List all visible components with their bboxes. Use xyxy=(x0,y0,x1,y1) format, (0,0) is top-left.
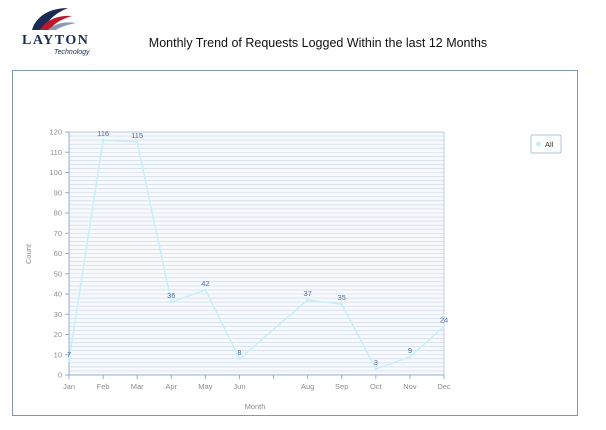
data-label: 42 xyxy=(201,279,209,288)
y-tick-label: 20 xyxy=(54,330,62,339)
y-tick-label: 110 xyxy=(50,148,62,157)
data-point xyxy=(169,300,173,304)
data-label: 37 xyxy=(303,289,311,298)
y-tick-label: 10 xyxy=(54,350,62,359)
x-tick-label: Oct xyxy=(370,382,383,391)
x-tick-label: Dec xyxy=(437,382,451,391)
x-tick-label: Aug xyxy=(301,382,314,391)
data-label: 115 xyxy=(131,131,143,140)
data-label: 24 xyxy=(440,315,448,324)
data-label: 9 xyxy=(408,346,412,355)
y-tick-label: 100 xyxy=(49,168,62,177)
report-title: Monthly Trend of Requests Logged Within … xyxy=(148,36,488,50)
y-tick-label: 60 xyxy=(54,249,62,258)
data-point xyxy=(203,288,207,292)
chart-frame: 0 10 20 30 40 50 60 70 80 90 100 110 120 Jan Feb Mar Ap… xyxy=(12,70,578,416)
layton-logo: LAYTON Technology xyxy=(10,4,100,56)
x-tick-label: May xyxy=(198,382,212,391)
data-label: 3 xyxy=(374,358,378,367)
x-tick-label: Jan xyxy=(63,382,75,391)
x-tick-label: Sep xyxy=(335,382,348,391)
x-tick-label: Jun xyxy=(233,382,245,391)
y-tick-label: 120 xyxy=(49,128,62,137)
y-axis-ticks: 0 10 20 30 40 50 60 70 80 90 100 110 120 xyxy=(49,128,69,380)
logo-tagline: Technology xyxy=(54,49,90,56)
y-tick-label: 0 xyxy=(58,371,62,380)
data-point xyxy=(135,140,139,144)
y-tick-label: 30 xyxy=(54,310,62,319)
y-tick-label: 80 xyxy=(54,209,62,218)
y-tick-label: 50 xyxy=(54,269,62,278)
logo-wordmark: LAYTON xyxy=(22,33,90,48)
x-tick-label: Feb xyxy=(97,382,110,391)
data-point xyxy=(408,355,412,359)
legend-marker xyxy=(535,141,542,147)
y-tick-label: 40 xyxy=(54,290,62,299)
y-tick-label: 90 xyxy=(54,188,62,197)
x-tick-label: Apr xyxy=(165,382,177,391)
data-point xyxy=(306,298,310,302)
data-label: 36 xyxy=(167,291,175,300)
legend-item-all: All xyxy=(545,140,554,149)
y-axis-title: Count xyxy=(24,243,33,264)
chart-grid xyxy=(69,131,444,376)
chart-series xyxy=(67,138,446,371)
data-point xyxy=(442,325,446,328)
data-point xyxy=(340,302,344,306)
line-chart: 0 10 20 30 40 50 60 70 80 90 100 110 120 Jan Feb Mar Ap… xyxy=(24,128,562,411)
data-label: 35 xyxy=(338,293,346,302)
data-label: 8 xyxy=(237,348,241,357)
logo-swoosh-icon xyxy=(32,8,76,30)
x-tick-label: Mar xyxy=(131,382,144,391)
data-point xyxy=(238,357,241,361)
x-tick-label: Nov xyxy=(403,382,417,391)
y-tick-label: 70 xyxy=(54,229,62,238)
x-axis-title: Month xyxy=(245,402,266,411)
data-label: 116 xyxy=(97,129,109,138)
data-labels: 7 116 115 36 42 8 37 35 3 9 24 xyxy=(67,129,448,367)
data-point xyxy=(67,359,71,363)
data-point xyxy=(374,367,378,371)
x-axis-ticks: Jan Feb Mar Apr May Jun Aug Sep Oct Nov Dec xyxy=(63,375,451,391)
data-point xyxy=(101,138,105,142)
chart-legend: All xyxy=(530,134,562,154)
data-label: 7 xyxy=(67,350,71,359)
